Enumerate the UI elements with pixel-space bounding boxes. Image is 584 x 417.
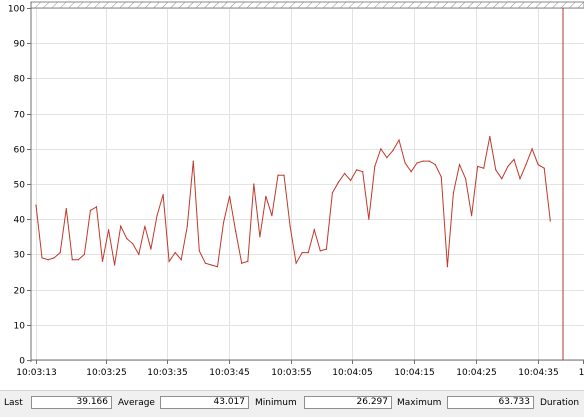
y-tick-label: 80 (14, 75, 26, 85)
maximum-value: 63.733 (447, 396, 534, 409)
y-tick-label: 20 (14, 287, 26, 297)
x-axis: 10:03:13 10:03:25 10:03:35 10:03:45 10:03:55… (16, 360, 584, 378)
average-value: 43.017 (160, 396, 249, 409)
x-tick-label: 1 (579, 368, 584, 378)
y-tick-label: 50 (14, 181, 26, 191)
x-tick-label: 10:03:45 (209, 368, 249, 378)
last-label: Last (4, 398, 23, 408)
x-tick-label: 10:03:35 (147, 368, 187, 378)
y-tick-label: 0 (19, 357, 25, 367)
minimum-value: 26.297 (304, 396, 392, 409)
y-tick-label: 30 (14, 251, 26, 261)
last-value: 39.166 (31, 396, 112, 409)
y-tick-label: 40 (14, 216, 26, 226)
top-hatch-band (30, 1, 584, 9)
y-tick-label: 60 (14, 146, 26, 156)
maximum-label: Maximum (397, 398, 442, 408)
y-axis: 0 10 20 30 40 50 60 70 80 90 100 (8, 5, 31, 367)
x-tick-label: 10:04:15 (394, 368, 434, 378)
y-tick-label: 70 (14, 111, 26, 121)
x-tick-label: 10:04:35 (518, 368, 558, 378)
series-line (35, 136, 551, 268)
x-tick-label: 10:03:25 (86, 368, 126, 378)
minimum-label: Minimum (255, 398, 297, 408)
y-tick-label: 10 (14, 322, 26, 332)
status-bar: Last 39.166 Average 43.017 Minimum 26.29… (0, 390, 584, 417)
duration-label: Duration (540, 398, 580, 408)
x-tick-label: 10:04:25 (456, 368, 496, 378)
average-label: Average (118, 398, 155, 408)
x-tick-label: 10:03:55 (271, 368, 311, 378)
y-tick-label: 100 (8, 5, 25, 15)
y-tick-label: 90 (14, 40, 26, 50)
x-tick-label: 10:04:05 (332, 368, 372, 378)
x-tick-label: 10:03:13 (16, 368, 56, 378)
grid-layer (31, 8, 584, 361)
